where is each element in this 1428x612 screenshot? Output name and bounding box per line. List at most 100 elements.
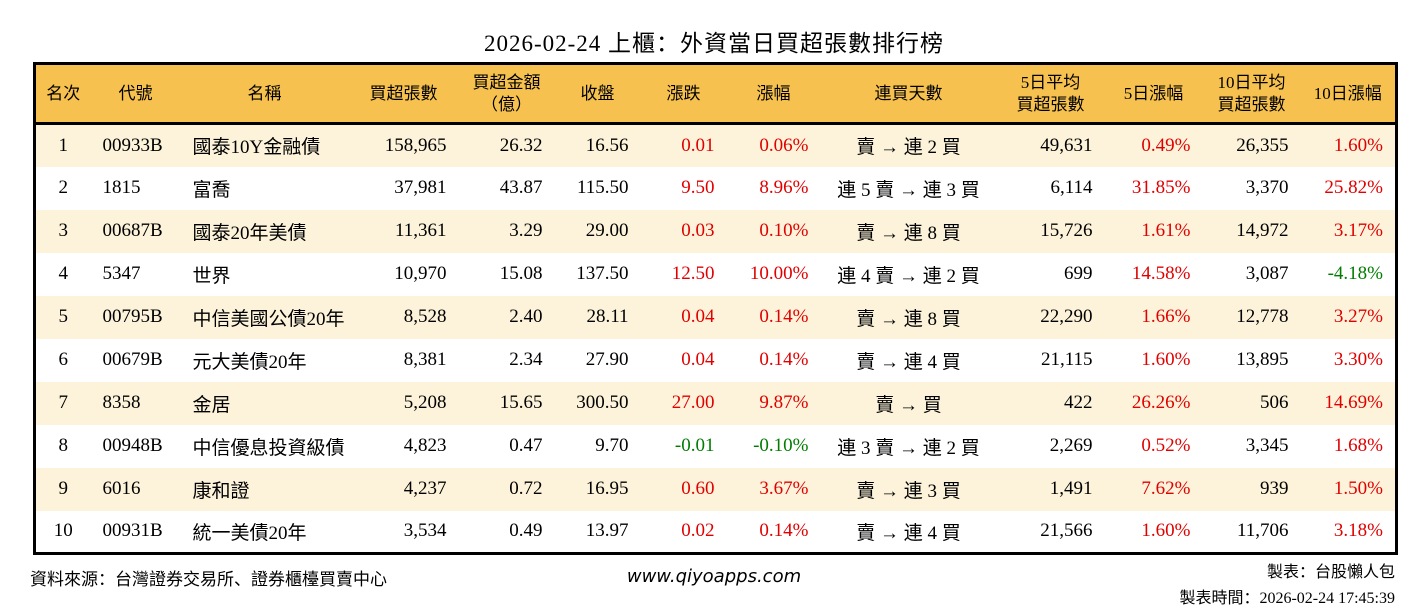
cell-name: 國泰10Y金融債 <box>192 137 321 159</box>
cell-pct10: 3.17% <box>1333 220 1383 241</box>
cell-vol: 3,534 <box>403 520 447 542</box>
cell-code: 00931B <box>102 520 163 542</box>
cell-pct10: 1.68% <box>1333 435 1383 456</box>
cell-pct5: 1.60% <box>1141 349 1191 370</box>
cell-close: 27.90 <box>585 349 629 370</box>
cell-rank: 6 <box>58 349 69 370</box>
column-header-pct10: 10日漲幅 <box>1300 63 1397 125</box>
cell-avg10: 3,087 <box>1245 263 1289 284</box>
made-at-timestamp: 製表時間：2026-02-24 17:45:39 <box>1179 590 1395 607</box>
cell-pct5: 1.61% <box>1141 220 1191 241</box>
cell-vol: 4,823 <box>403 435 447 456</box>
column-header-rank: 名次 <box>34 63 91 125</box>
cell-streak: 賣 → 買 <box>875 394 942 416</box>
table-row: 4 5347 世界 10,970 15.08 137.50 12.50 10.00% 連 4 賣… <box>34 252 1397 296</box>
cell-vol: 10,970 <box>394 263 447 284</box>
cell-code: 00679B <box>102 349 163 370</box>
cell-streak: 連 3 賣 → 連 2 買 <box>837 437 980 459</box>
cell-pct5: 7.62% <box>1141 478 1191 499</box>
cell-rank: 8 <box>58 435 69 456</box>
cell-chg_pct: 0.10% <box>759 220 809 241</box>
cell-pct10: 3.27% <box>1333 306 1383 327</box>
cell-amt: 0.49 <box>509 520 543 542</box>
cell-amt: 0.72 <box>509 478 543 499</box>
cell-pct5: 26.26% <box>1131 392 1191 413</box>
cell-pct10: 1.60% <box>1333 134 1383 156</box>
cell-avg5: 422 <box>1064 392 1093 413</box>
ranking-table: 名次 代號 名稱 買超張數 買超金額 （億） 收盤 漲跌 漲幅 連買天數 5日平均 買超張數 5日漲… <box>33 62 1398 555</box>
maker-label: 製表：台股懶人包 <box>1266 564 1395 581</box>
cell-streak: 賣 → 連 4 買 <box>856 522 961 544</box>
cell-close: 9.70 <box>595 435 629 456</box>
maker-block: 製表：台股懶人包 製表時間：2026-02-24 17:45:39 <box>1179 560 1395 612</box>
cell-chg: 0.04 <box>681 349 715 370</box>
cell-amt: 15.65 <box>499 392 543 413</box>
cell-name: 中信美國公債20年 <box>192 308 345 330</box>
cell-chg_pct: 3.67% <box>759 478 809 499</box>
cell-avg10: 3,370 <box>1245 177 1289 198</box>
cell-pct5: 1.60% <box>1141 520 1191 542</box>
cell-close: 137.50 <box>576 263 629 284</box>
cell-vol: 37,981 <box>394 177 447 198</box>
cell-chg_pct: 10.00% <box>749 263 809 284</box>
cell-amt: 2.34 <box>509 349 543 370</box>
table-body: 1 00933B 國泰10Y金融債 158,965 26.32 16.56 0.01 0.06… <box>34 123 1397 554</box>
cell-avg10: 26,355 <box>1236 134 1289 156</box>
column-header-avg5: 5日平均 買超張數 <box>996 63 1105 125</box>
cell-avg10: 14,972 <box>1236 220 1289 241</box>
cell-code: 00933B <box>102 134 163 156</box>
cell-streak: 賣 → 連 2 買 <box>856 137 961 159</box>
cell-streak: 連 5 賣 → 連 3 買 <box>837 179 980 201</box>
site-url: www.qiyoapps.com <box>626 566 802 587</box>
cell-code: 1815 <box>102 177 141 198</box>
cell-pct10: 1.50% <box>1333 478 1383 499</box>
cell-chg: 0.60 <box>681 478 715 499</box>
column-header-amt: 買超金額 （億） <box>458 63 555 125</box>
cell-avg5: 21,115 <box>1040 349 1093 370</box>
cell-pct10: 3.18% <box>1333 520 1383 542</box>
cell-rank: 9 <box>58 478 69 499</box>
cell-close: 300.50 <box>576 392 629 413</box>
table-row: 5 00795B 中信美國公債20年 8,528 2.40 28.11 0.04 0.14% 賣… <box>34 295 1397 339</box>
cell-rank: 2 <box>58 177 69 198</box>
cell-streak: 賣 → 連 3 買 <box>856 480 961 502</box>
cell-avg10: 11,706 <box>1236 520 1289 542</box>
cell-avg5: 21,566 <box>1040 520 1093 542</box>
cell-vol: 4,237 <box>403 478 447 499</box>
cell-rank: 1 <box>58 134 69 156</box>
cell-rank: 10 <box>53 520 73 542</box>
cell-pct10: -4.18% <box>1327 263 1383 284</box>
table-row: 7 8358 金居 5,208 15.65 300.50 27.00 9.87% 賣 → 買 42… <box>34 381 1397 425</box>
cell-chg_pct: 9.87% <box>759 392 809 413</box>
cell-avg5: 22,290 <box>1040 306 1093 327</box>
cell-avg5: 15,726 <box>1040 220 1093 241</box>
cell-chg: -0.01 <box>674 435 715 456</box>
cell-pct5: 0.52% <box>1141 435 1191 456</box>
column-header-vol: 買超張數 <box>348 63 459 125</box>
cell-avg5: 1,491 <box>1049 478 1093 499</box>
cell-chg: 12.50 <box>671 263 715 284</box>
cell-chg_pct: -0.10% <box>753 435 809 456</box>
cell-vol: 5,208 <box>403 392 447 413</box>
cell-pct10: 14.69% <box>1324 392 1383 413</box>
cell-avg5: 6,114 <box>1050 177 1093 198</box>
page-title: 2026-02-24 上櫃：外資當日買超張數排行榜 <box>483 31 945 56</box>
cell-name: 富喬 <box>192 179 231 201</box>
cell-vol: 8,381 <box>403 349 447 370</box>
cell-pct10: 3.30% <box>1333 349 1383 370</box>
column-header-name: 名稱 <box>180 63 349 125</box>
cell-avg10: 939 <box>1260 478 1289 499</box>
cell-vol: 8,528 <box>403 306 447 327</box>
column-header-avg10: 10日平均 買超張數 <box>1202 63 1301 125</box>
cell-vol: 158,965 <box>384 134 447 156</box>
cell-pct5: 1.66% <box>1141 306 1191 327</box>
cell-name: 中信優息投資級債 <box>192 437 345 459</box>
cell-name: 康和證 <box>192 480 250 502</box>
cell-avg10: 3,345 <box>1245 435 1289 456</box>
cell-avg10: 13,895 <box>1236 349 1289 370</box>
cell-amt: 0.47 <box>509 435 543 456</box>
cell-chg: 27.00 <box>671 392 715 413</box>
cell-code: 00948B <box>102 435 163 456</box>
table-row: 9 6016 康和證 4,237 0.72 16.95 0.60 3.67% 賣 → 連 3 買… <box>34 467 1397 511</box>
cell-amt: 43.87 <box>499 177 543 198</box>
